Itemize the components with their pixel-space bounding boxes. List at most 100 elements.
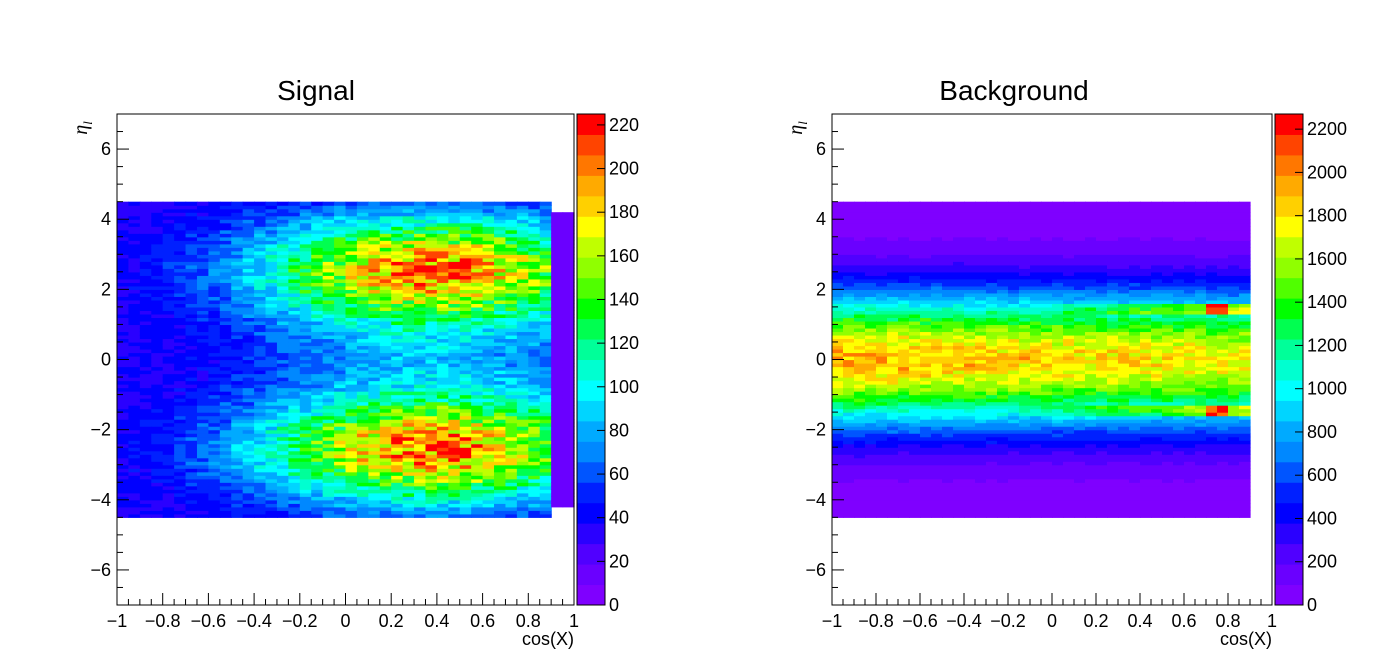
heatmap-cell (254, 299, 267, 304)
heatmap-cell (299, 408, 312, 413)
heatmap-cell (528, 373, 541, 378)
heatmap-cell (128, 398, 141, 403)
heatmap-cell (482, 499, 495, 504)
heatmap-cell (128, 268, 141, 273)
heatmap-cell (920, 233, 932, 238)
heatmap-cell (139, 492, 152, 497)
heatmap-cell (494, 313, 507, 319)
heatmap-cell (843, 503, 855, 508)
heatmap-cell (265, 219, 278, 224)
heatmap-cell (219, 384, 232, 389)
heatmap-cell (345, 408, 358, 413)
heatmap-cell (231, 212, 244, 217)
heatmap-cell (185, 454, 198, 459)
heatmap-cell (920, 275, 932, 280)
heatmap-cell (128, 247, 141, 252)
heatmap-cell (231, 233, 244, 238)
heatmap-cell (414, 226, 427, 231)
heatmap-cell (288, 345, 301, 350)
heatmap-cell (975, 398, 987, 403)
heatmap-cell (843, 464, 855, 469)
heatmap-cell (345, 310, 358, 315)
heatmap-cell (909, 229, 921, 234)
heatmap-cell (931, 289, 943, 294)
heatmap-cell (516, 373, 529, 378)
heatmap-cell (964, 212, 976, 217)
heatmap-cell (551, 426, 564, 431)
heatmap-cell (898, 338, 910, 343)
heatmap-cell (876, 257, 888, 262)
heatmap-cell (953, 454, 965, 459)
heatmap-cell (139, 310, 152, 315)
heatmap-cell (964, 422, 976, 427)
heatmap-cell (299, 341, 312, 347)
heatmap-cell (288, 401, 301, 406)
heatmap-cell (471, 408, 484, 413)
heatmap-cell (231, 506, 244, 511)
heatmap-cell (196, 324, 209, 329)
heatmap-cell (379, 499, 392, 504)
heatmap-cell (196, 489, 209, 494)
heatmap-cell (876, 440, 888, 445)
heatmap-cell (528, 331, 541, 336)
heatmap-cell (436, 405, 449, 410)
heatmap-cell (562, 268, 575, 273)
heatmap-cell (299, 278, 312, 283)
heatmap-cell (876, 443, 888, 448)
heatmap-cell (288, 443, 301, 448)
heatmap-cell (117, 303, 130, 308)
heatmap-cell (356, 289, 369, 294)
heatmap-cell (425, 443, 438, 448)
heatmap-cell (299, 412, 312, 417)
heatmap-cell (128, 373, 141, 378)
heatmap-cell (887, 436, 899, 441)
heatmap-cell (254, 201, 267, 206)
heatmap-cell (128, 292, 141, 297)
heatmap-cell (505, 292, 518, 297)
heatmap-cell (117, 317, 130, 322)
heatmap-cell (953, 457, 965, 462)
heatmap-cell (436, 229, 449, 234)
heatmap-cell (425, 373, 438, 378)
heatmap-cell (402, 499, 415, 504)
heatmap-cell (505, 247, 518, 252)
heatmap-cell (482, 261, 495, 266)
heatmap-cell (931, 450, 943, 455)
heatmap-cell (551, 482, 564, 487)
heatmap-cell (865, 450, 877, 455)
heatmap-cell (185, 338, 198, 343)
heatmap-cell (832, 422, 844, 427)
heatmap-cell (139, 317, 152, 322)
heatmap-cell (494, 299, 507, 304)
heatmap-cell (953, 324, 965, 329)
heatmap-cell (528, 268, 541, 273)
heatmap-cell (299, 422, 312, 427)
heatmap-cell (311, 261, 324, 266)
heatmap-cell (265, 299, 278, 304)
heatmap-cell (117, 320, 130, 326)
heatmap-cell (843, 310, 855, 315)
heatmap-cell (185, 317, 198, 322)
heatmap-cell (854, 412, 866, 417)
heatmap-cell (832, 387, 844, 392)
heatmap-cell (174, 454, 187, 459)
heatmap-cell (231, 359, 244, 364)
heatmap-cell (843, 436, 855, 441)
heatmap-cell (887, 464, 899, 469)
heatmap-cell (832, 471, 844, 476)
heatmap-cell (345, 377, 358, 382)
heatmap-cell (920, 268, 932, 273)
heatmap-cell (151, 201, 164, 206)
heatmap-cell (898, 401, 910, 406)
heatmap-cell (128, 208, 141, 213)
heatmap-cell (368, 461, 381, 466)
heatmap-cell (196, 296, 209, 301)
heatmap-cell (276, 478, 289, 483)
heatmap-cell (379, 373, 392, 378)
heatmap-cell (953, 496, 965, 501)
heatmap-cell (288, 419, 301, 424)
heatmap-cell (345, 324, 358, 329)
heatmap-cell (953, 233, 965, 238)
heatmap-cell (459, 299, 472, 304)
heatmap-cell (909, 219, 921, 224)
